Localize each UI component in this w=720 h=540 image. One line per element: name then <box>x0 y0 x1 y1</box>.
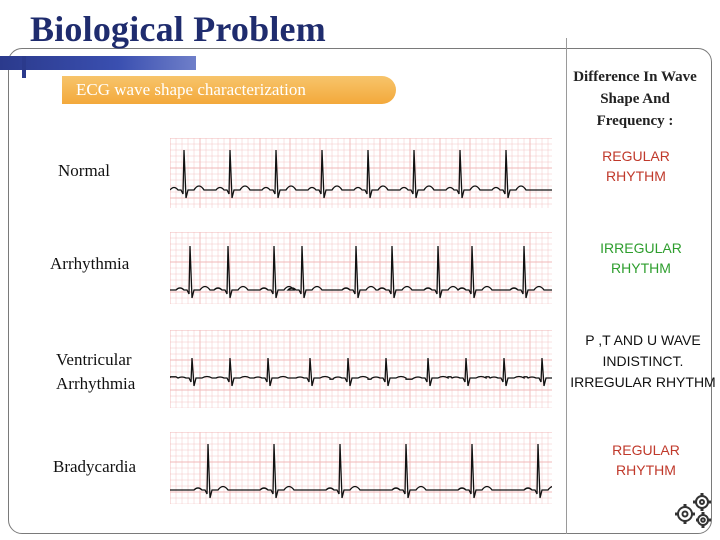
ecg-strip-bradycardia <box>170 432 552 504</box>
rhythm-line: INDISTINCT. <box>602 353 684 369</box>
rhythm-ventricular-arrhythmia: P ,T AND U WAVE INDISTINCT. IRREGULAR RH… <box>566 330 720 393</box>
gears-icon <box>672 490 716 530</box>
title-underline-tick <box>22 56 26 78</box>
rhythm-line: RHYTHM <box>611 260 671 276</box>
difference-heading-line: Shape And <box>600 91 670 107</box>
rhythm-bradycardia: REGULAR RHYTHM <box>586 440 706 480</box>
rhythm-line: IRREGULAR RHYTHM <box>570 374 716 390</box>
rhythm-arrhythmia: IRREGULAR RHYTHM <box>580 238 702 278</box>
difference-heading-line: Difference In Wave <box>573 69 697 85</box>
row-label-ventricular-arrhythmia: Ventricular Arrhythmia <box>56 348 135 396</box>
row-label-line: Arrhythmia <box>50 254 130 273</box>
ecg-grid <box>170 330 552 408</box>
row-label-arrhythmia: Arrhythmia <box>50 252 129 276</box>
rhythm-line: RHYTHM <box>606 168 666 184</box>
column-divider <box>566 38 567 534</box>
rhythm-line: RHYTHM <box>616 462 676 478</box>
ecg-strip-normal <box>170 138 552 208</box>
ecg-trace <box>170 245 552 299</box>
difference-heading: Difference In Wave Shape And Frequency : <box>552 66 718 132</box>
row-label-line: Normal <box>58 161 110 180</box>
ecg-trace <box>170 149 552 199</box>
title-underline-bar <box>0 56 196 70</box>
rhythm-line: REGULAR <box>612 442 680 458</box>
ecg-strip-ventricular-arrhythmia <box>170 330 552 408</box>
rhythm-normal: REGULAR RHYTHM <box>576 146 696 186</box>
slide-frame <box>8 48 712 534</box>
ecg-trace <box>170 443 552 499</box>
slide-title: Biological Problem <box>30 9 326 49</box>
row-label-line: Bradycardia <box>53 457 137 476</box>
rhythm-line: REGULAR <box>602 148 670 164</box>
rhythm-line: IRREGULAR <box>600 240 682 256</box>
row-label-line: Arrhythmia <box>56 374 136 393</box>
ecg-strip-arrhythmia <box>170 232 552 304</box>
ecg-trace <box>170 357 552 387</box>
row-label-bradycardia: Bradycardia <box>53 455 136 479</box>
row-label-line: Ventricular <box>56 350 132 369</box>
section-banner: ECG wave shape characterization <box>62 76 396 104</box>
difference-heading-line: Frequency : <box>596 113 674 129</box>
ecg-grid <box>170 432 552 504</box>
rhythm-line: P ,T AND U WAVE <box>585 332 701 348</box>
ecg-grid <box>170 138 552 208</box>
row-label-normal: Normal <box>58 159 110 183</box>
